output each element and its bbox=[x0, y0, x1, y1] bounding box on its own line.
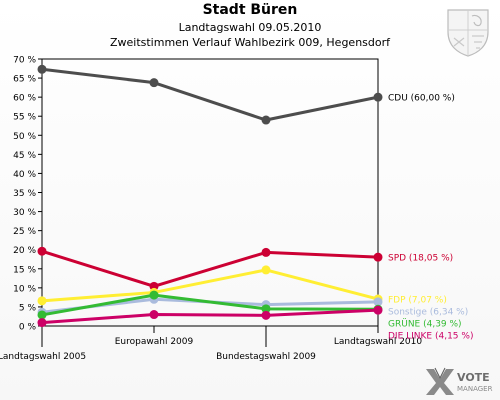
series-label-4: GRÜNE (4,39 %) bbox=[388, 319, 462, 330]
data-point bbox=[37, 296, 47, 306]
y-tick-label: 30 % bbox=[13, 208, 36, 218]
data-point bbox=[149, 78, 159, 88]
data-point bbox=[373, 305, 383, 315]
y-tick-label: 70 % bbox=[13, 56, 36, 66]
y-tick-label: 10 % bbox=[13, 284, 36, 294]
data-point bbox=[37, 246, 47, 256]
data-point bbox=[149, 310, 159, 320]
series-line-1 bbox=[41, 249, 379, 288]
y-tick-label: 0 % bbox=[19, 323, 37, 333]
y-tick-label: 60 % bbox=[13, 94, 36, 104]
data-point bbox=[37, 64, 47, 74]
coat-of-arms-icon bbox=[447, 9, 489, 57]
data-point bbox=[261, 304, 271, 314]
y-tick-label: 5 % bbox=[19, 303, 37, 313]
data-point bbox=[373, 297, 383, 307]
y-tick-label: 25 % bbox=[13, 227, 36, 237]
series-label-5: DIE LINKE (4,15 %) bbox=[388, 332, 473, 342]
chart-subtitle: Landtagswahl 09.05.2010 bbox=[178, 21, 322, 34]
y-tick-label: 40 % bbox=[13, 170, 36, 180]
x-tick-label: Europawahl 2009 bbox=[115, 337, 194, 347]
data-point bbox=[37, 318, 47, 328]
chart-subtitle-detail: Zweitstimmen Verlauf Wahlbezirk 009, Heg… bbox=[109, 36, 391, 49]
series-line-4 bbox=[41, 293, 379, 317]
x-tick-label: Landtagswahl 2005 bbox=[0, 352, 86, 362]
data-point bbox=[149, 290, 159, 300]
chart-series-labels: CDU (60,00 %) SPD (18,05 %) FDP (7,07 %) So… bbox=[388, 94, 473, 342]
series-line-0 bbox=[41, 67, 379, 122]
y-tick-label: 35 % bbox=[13, 189, 36, 199]
logo-text-vote: VOTE bbox=[457, 371, 490, 384]
chart-title: Stadt Büren bbox=[202, 2, 298, 18]
y-tick-label: 65 % bbox=[13, 75, 36, 85]
data-point bbox=[373, 92, 383, 102]
logo-text-manager: MANAGER bbox=[457, 385, 493, 393]
series-line-2 bbox=[41, 268, 379, 303]
chart-axes: 0 % 5 % 10 % 15 % 20 % 25 % 30 % 35 % 40 % 45 % 50… bbox=[0, 56, 422, 363]
x-tick-label: Bundestagswahl 2009 bbox=[216, 352, 316, 362]
y-tick-label: 55 % bbox=[13, 113, 36, 123]
series-label-0: CDU (60,00 %) bbox=[388, 94, 455, 104]
vote-manager-logo: VOTE MANAGER bbox=[426, 367, 493, 395]
series-line-5 bbox=[41, 308, 379, 325]
y-tick-label: 15 % bbox=[13, 265, 36, 275]
x-tick-label: Landtagswahl 2010 bbox=[334, 337, 423, 347]
series-label-3: Sonstige (6,34 %) bbox=[388, 308, 468, 318]
y-tick-label: 20 % bbox=[13, 246, 36, 256]
data-point bbox=[261, 115, 271, 125]
data-point bbox=[37, 310, 47, 320]
data-point bbox=[261, 310, 271, 320]
y-tick-label: 45 % bbox=[13, 151, 36, 161]
y-tick-label: 50 % bbox=[13, 132, 36, 142]
series-label-1: SPD (18,05 %) bbox=[388, 254, 453, 264]
data-point bbox=[261, 247, 271, 257]
data-point bbox=[261, 265, 271, 275]
chart-series-lines bbox=[37, 64, 383, 328]
data-point bbox=[373, 252, 383, 262]
series-label-2: FDP (7,07 %) bbox=[388, 296, 447, 306]
